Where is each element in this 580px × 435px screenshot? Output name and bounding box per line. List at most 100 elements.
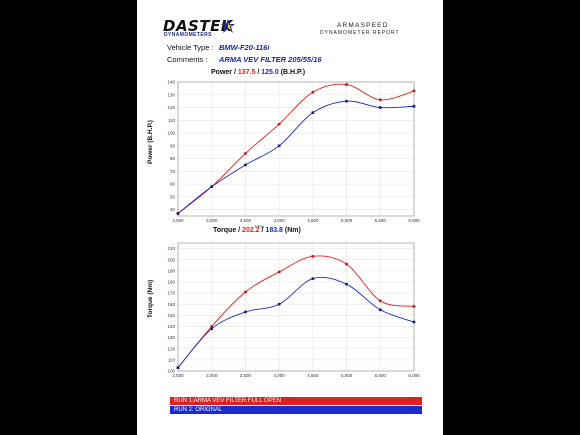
torque-data-point-run1 [244, 290, 247, 294]
power-chart: 40 50 60 70 80 90 100 110 120 130 140 2,500 3,000 3,5… [167, 80, 420, 229]
torque-unit: (Nm) [284, 227, 301, 234]
torque-x-tick-label: 3,500 [240, 373, 252, 378]
torque-x-tick-label: 4,000 [274, 373, 286, 378]
torque-data-point-run2 [277, 302, 281, 306]
torque-title-text: Torque [213, 227, 237, 234]
power-data-point-run1 [378, 98, 382, 102]
torque-y-tick-label: 190 [167, 268, 175, 273]
power-title-sep2: / [255, 69, 262, 76]
legend-run1: RUN 1:ARMA VEV FILTER FULL OPEN [170, 397, 422, 405]
power-y-tick-label: 110 [168, 118, 176, 123]
comments-value: ARMA VEV FILTER 205/55/16 [219, 55, 322, 64]
torque-y-tick-label: 150 [167, 313, 175, 318]
power-y-tick-label: 90 [170, 143, 176, 148]
report-title: DYNAMOMETER REPORT [320, 30, 400, 36]
power-data-point-run2 [378, 106, 382, 109]
torque-y-tick-label: 110 [168, 357, 176, 362]
power-data-point-run1 [345, 83, 348, 86]
torque-data-point-run2 [311, 277, 315, 280]
torque-x-tick-label: 2,500 [172, 373, 184, 378]
torque-data-point-run2 [345, 282, 348, 286]
power-unit: (B.H.P.) [280, 69, 306, 76]
torque-x-tick-label: 6,000 [408, 373, 420, 378]
power-x-tick-label: 4,000 [274, 218, 286, 223]
power-data-point-run2 [345, 99, 348, 103]
power-data-point-run2 [311, 111, 315, 114]
torque-data-point-run2 [176, 366, 180, 369]
power-data-point-run2 [210, 185, 214, 188]
torque-y-tick-label: 170 [167, 291, 175, 296]
power-title-sep1: / [232, 69, 238, 76]
power-y-tick-label: 50 [170, 194, 176, 199]
power-x-tick-label: 3,000 [206, 218, 218, 223]
power-x-tick-label: 6,000 [408, 218, 420, 223]
logo-word: DASTEK [163, 17, 233, 35]
torque-series-line-run2 [177, 276, 415, 368]
torque-y-tick-label: 200 [167, 257, 175, 262]
torque-x-tick-label: 4,500 [307, 373, 319, 378]
power-data-point-run1 [412, 89, 416, 93]
torque-title-sep1: / [236, 227, 243, 234]
torque-chart: 100 110 120 130 140 150 160 170 180 190 200 210 2,50… [167, 242, 420, 378]
power-y-tick-label: 60 [170, 182, 176, 187]
dyno-report-sheet: DASTEK DYNAMOMETERS ARMASPEED DYNAMOMETE… [137, 0, 443, 435]
power-data-point-run2 [277, 144, 281, 148]
power-plot-frame [177, 81, 415, 217]
power-y-tick-label: 120 [167, 105, 175, 110]
vehicle-type-label: Vehicle Type : [167, 43, 214, 52]
power-y-tick-label: 100 [167, 131, 175, 136]
torque-title-sep2: / [259, 227, 266, 234]
power-x-tick-label: 5,500 [375, 218, 387, 223]
power-chart-title: Power / 137.5 / 125.0 (B.H.P.) [211, 69, 305, 76]
power-series-line-run1 [177, 83, 415, 214]
power-data-point-run1 [244, 152, 247, 155]
torque-data-point-run2 [210, 327, 214, 331]
power-x-tick-label: 4,500 [307, 218, 319, 223]
torque-y-tick-label: 120 [167, 346, 175, 351]
power-x-axis-label: RPM [255, 224, 264, 229]
torque-y-tick-label: 160 [167, 302, 175, 307]
torque-series-line-run1 [177, 255, 415, 368]
torque-peak-run1: 202.2 [242, 227, 260, 234]
logo-star-icon [221, 19, 235, 33]
power-y-tick-label: 70 [170, 169, 176, 174]
brand-name: ARMASPEED [337, 22, 389, 29]
torque-data-point-run1 [210, 325, 214, 328]
power-data-point-run1 [277, 122, 281, 126]
torque-data-point-run1 [412, 305, 416, 308]
power-title-text: Power [211, 69, 233, 76]
power-peak-run1: 137.5 [237, 69, 256, 76]
torque-y-tick-label: 140 [167, 324, 175, 329]
dastek-logo: DASTEK DYNAMOMETERS [163, 19, 253, 39]
vehicle-type-value: BMW-F20-116i [219, 43, 270, 52]
torque-x-tick-label: 3,000 [206, 373, 218, 378]
torque-y-tick-label: 100 [167, 369, 175, 374]
power-data-point-run1 [311, 90, 315, 94]
power-y-tick-label: 40 [170, 207, 176, 212]
power-x-tick-label: 3,500 [240, 218, 252, 223]
power-peak-run2: 125.0 [261, 69, 279, 76]
torque-data-point-run2 [378, 308, 382, 312]
torque-x-tick-label: 5,500 [375, 373, 387, 378]
torque-data-point-run1 [311, 255, 315, 258]
torque-chart-title: Torque / 202.2 / 183.8 (Nm) [213, 227, 301, 234]
power-x-tick-label: 2,500 [172, 218, 184, 223]
torque-peak-run2: 183.8 [265, 227, 283, 234]
power-y-tick-label: 80 [170, 156, 176, 161]
power-y-tick-label: 140 [167, 80, 175, 85]
torque-data-point-run2 [412, 320, 416, 324]
legend-run2: RUN 2: ORIGNAL [170, 406, 422, 414]
power-series-line-run2 [177, 100, 415, 214]
torque-data-point-run1 [345, 262, 348, 266]
torque-y-tick-label: 180 [167, 280, 175, 285]
torque-y-tick-label: 130 [167, 335, 175, 340]
torque-y-tick-label: 210 [167, 246, 175, 251]
power-y-tick-label: 130 [167, 92, 175, 97]
power-data-point-run2 [412, 104, 416, 108]
power-data-point-run2 [244, 163, 247, 167]
logo-subtitle: DYNAMOMETERS [164, 32, 212, 38]
torque-data-point-run2 [244, 310, 247, 314]
torque-data-point-run1 [277, 270, 281, 274]
power-data-point-run2 [176, 212, 180, 215]
torque-x-tick-label: 5,000 [341, 373, 353, 378]
